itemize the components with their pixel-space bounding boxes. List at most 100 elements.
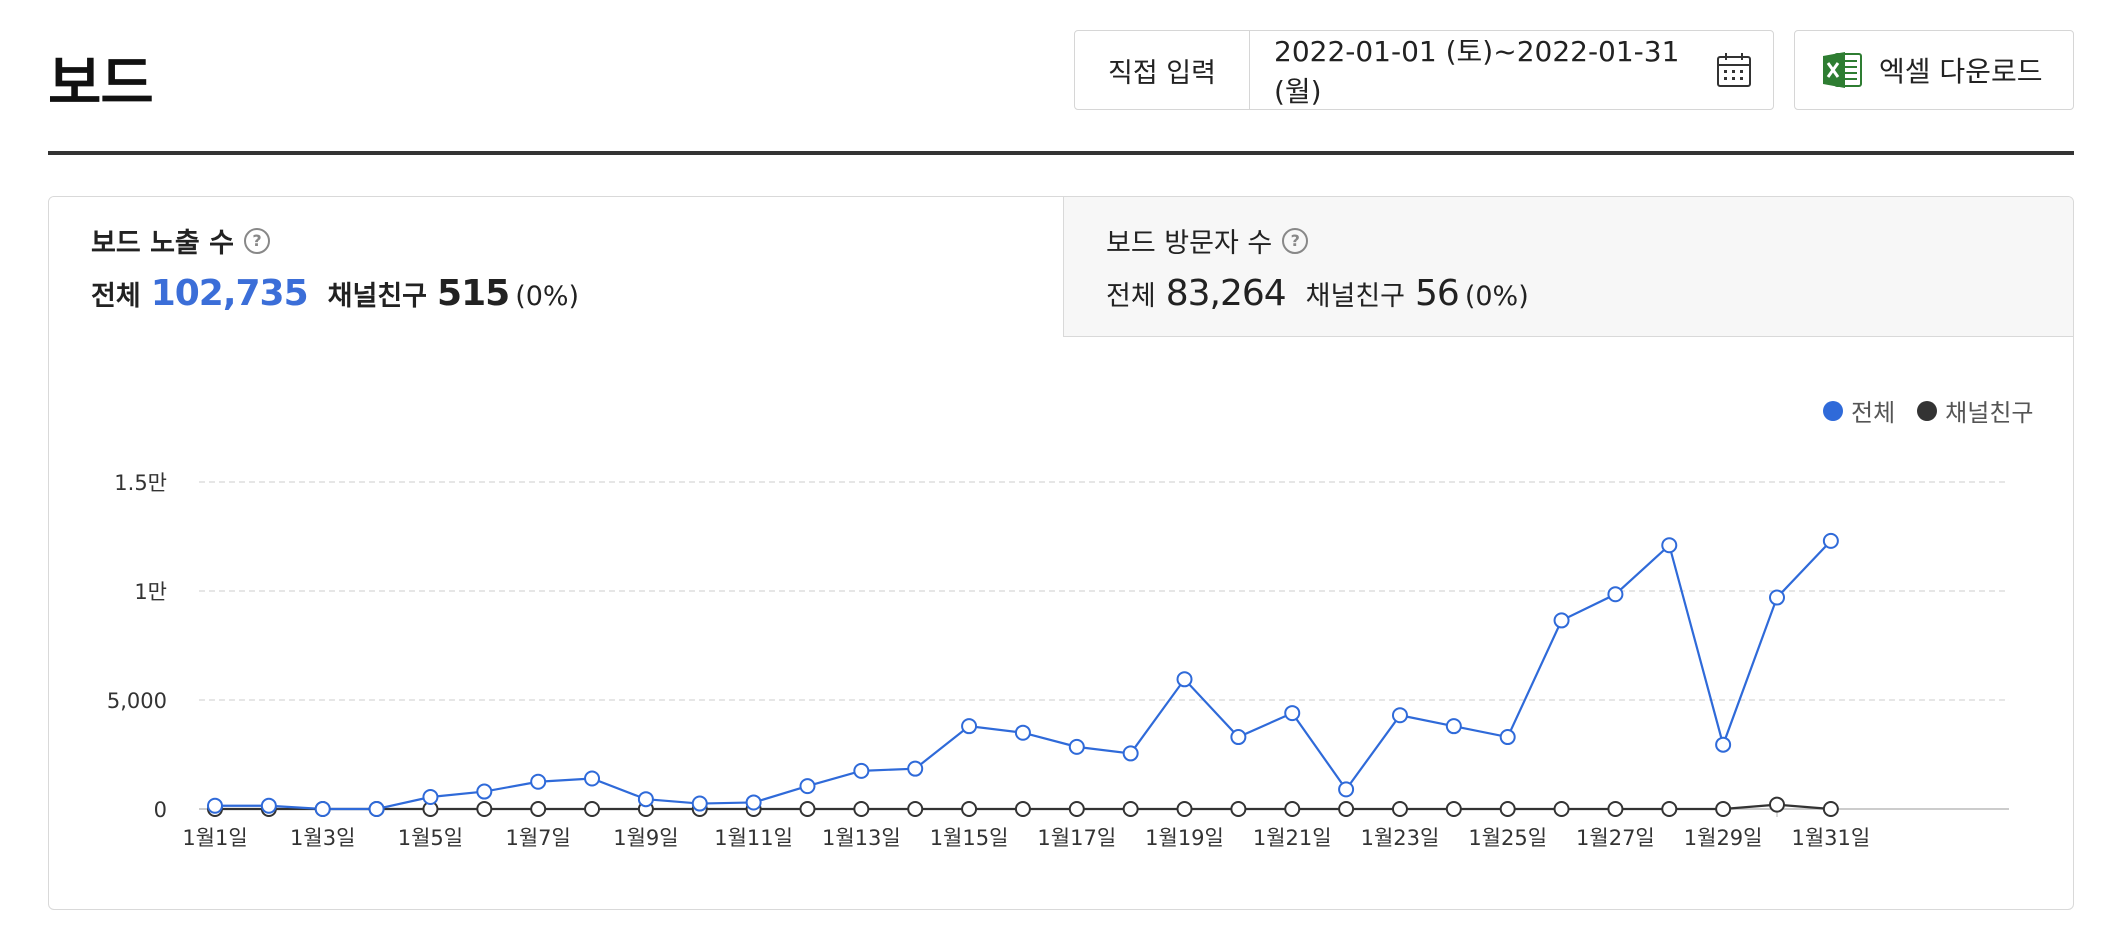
- data-point-friend: [1391, 801, 1408, 817]
- date-mode-selector[interactable]: 직접 입력: [1075, 31, 1250, 109]
- data-point-total: [260, 797, 277, 814]
- help-icon[interactable]: ?: [244, 227, 270, 254]
- calendar-icon[interactable]: [1715, 51, 1753, 89]
- x-tick-label: 1월11일: [714, 826, 793, 850]
- x-tick-label: 1월13일: [822, 826, 901, 850]
- tab-title-text: 보드 방문자 수: [1106, 228, 1273, 259]
- series-line-total: [215, 540, 1832, 811]
- x-tick-label: 1월9일: [613, 826, 678, 850]
- data-point-friend: [1715, 801, 1732, 817]
- x-tick-label: 1월25일: [1468, 826, 1547, 850]
- date-range-text: 2022-01-01 (토)~2022-01-31 (월): [1274, 35, 1680, 108]
- data-point-friend: [799, 801, 816, 817]
- total-label: 전체: [91, 281, 141, 312]
- date-range-field[interactable]: 2022-01-01 (토)~2022-01-31 (월): [1250, 31, 1773, 109]
- data-point-friend: [1014, 801, 1031, 817]
- y-tick-label: 1.5만: [114, 471, 167, 495]
- legend-dot-total: [1823, 400, 1843, 421]
- data-point-total: [907, 760, 924, 777]
- tab-board-visitors[interactable]: 보드 방문자 수 ? 전체 83,264 채널친구 56 (0%): [1063, 197, 2073, 337]
- data-point-friend: [1176, 801, 1193, 817]
- x-tick-label: 1월15일: [930, 826, 1009, 850]
- data-point-friend: [1068, 801, 1085, 817]
- data-point-total: [853, 762, 870, 779]
- data-point-total: [745, 794, 762, 811]
- data-point-total: [799, 778, 816, 795]
- line-chart: 0 5,000 1만 1.5만 1월1일 1월3일 1월5일 1월7일 1월9일 1월11일 1월1…: [107, 471, 2009, 850]
- y-tick-label: 0: [154, 798, 167, 822]
- data-point-friend: [476, 801, 493, 817]
- data-point-friend: [1230, 801, 1247, 817]
- x-tick-label: 1월5일: [398, 826, 463, 850]
- total-value: 83,264: [1165, 273, 1287, 314]
- stats-card: 보드 노출 수 ? 전체 102,735 채널친구 515 (0%) 보드 방문…: [48, 196, 2074, 910]
- data-point-total: [207, 797, 223, 814]
- friend-value: 56: [1415, 273, 1460, 314]
- x-tick-label: 1월7일: [505, 826, 570, 850]
- data-point-friend: [1822, 801, 1839, 817]
- data-point-total: [1499, 729, 1516, 746]
- data-point-friend: [1284, 801, 1301, 817]
- x-tick-label: 1월3일: [290, 826, 355, 850]
- data-point-total: [1230, 729, 1247, 746]
- data-point-friend: [1122, 801, 1139, 817]
- data-point-total: [422, 789, 439, 806]
- tab-title: 보드 노출 수 ?: [91, 221, 270, 260]
- friend-label: 채널친구: [1305, 281, 1406, 312]
- data-point-total: [1553, 612, 1570, 629]
- data-point-friend: [1607, 801, 1624, 817]
- friend-percent: (0%): [515, 281, 580, 312]
- data-point-total: [1176, 671, 1193, 688]
- tab-title-text: 보드 노출 수: [91, 228, 234, 259]
- friend-label: 채널친구: [327, 281, 428, 312]
- help-icon[interactable]: ?: [1282, 227, 1309, 254]
- data-point-friend: [1769, 796, 1785, 813]
- tab-board-impressions[interactable]: 보드 노출 수 ? 전체 102,735 채널친구 515 (0%): [49, 197, 1063, 337]
- x-tick-label: 1월23일: [1361, 826, 1440, 850]
- total-value: 102,735: [150, 273, 309, 314]
- data-point-total: [1607, 586, 1624, 603]
- data-point-friend: [907, 801, 924, 817]
- legend-label-friend: 채널친구: [1945, 399, 2034, 427]
- data-point-total: [476, 783, 493, 800]
- friend-percent: (0%): [1464, 281, 1529, 312]
- data-point-friend: [1499, 801, 1516, 817]
- data-point-total: [1822, 532, 1839, 549]
- data-point-total: [584, 770, 601, 787]
- data-point-total: [637, 791, 654, 808]
- data-point-total: [1338, 781, 1355, 798]
- x-tick-label: 1월17일: [1037, 826, 1116, 850]
- data-point-total: [1014, 724, 1031, 741]
- x-tick-label: 1월1일: [182, 826, 247, 850]
- data-point-total: [1769, 589, 1785, 606]
- excel-download-button[interactable]: 엑셀 다운로드: [1794, 30, 2074, 110]
- data-point-friend: [530, 801, 547, 817]
- data-point-total: [314, 801, 331, 817]
- data-point-friend: [1553, 801, 1570, 817]
- data-point-friend: [961, 801, 978, 817]
- excel-icon: [1821, 49, 1863, 91]
- data-point-friend: [853, 801, 870, 817]
- data-point-total: [1391, 707, 1408, 724]
- tab-title: 보드 방문자 수 ?: [1106, 221, 1309, 260]
- data-point-total: [961, 718, 978, 735]
- data-point-friend: [1445, 801, 1462, 817]
- y-tick-label: 5,000: [107, 689, 167, 713]
- data-point-total: [368, 801, 385, 817]
- legend-label-total: 전체: [1851, 399, 1896, 427]
- legend-item-total[interactable]: 전체: [1823, 393, 1895, 428]
- tab-stats: 전체 102,735 채널친구 515 (0%): [91, 273, 579, 314]
- date-picker[interactable]: 직접 입력 2022-01-01 (토)~2022-01-31 (월): [1074, 30, 1774, 110]
- y-tick-label: 1만: [134, 580, 167, 604]
- data-point-total: [691, 795, 708, 812]
- data-point-friend: [1338, 801, 1355, 817]
- data-point-total: [1122, 745, 1139, 762]
- title-divider: [48, 151, 2074, 155]
- x-tick-label: 1월31일: [1791, 826, 1870, 850]
- total-label: 전체: [1106, 281, 1156, 312]
- page-title: 보드: [48, 49, 154, 117]
- data-point-total: [1445, 718, 1462, 735]
- legend-item-friend[interactable]: 채널친구: [1917, 393, 2034, 428]
- data-point-friend: [584, 801, 601, 817]
- legend-dot-friend: [1917, 400, 1938, 421]
